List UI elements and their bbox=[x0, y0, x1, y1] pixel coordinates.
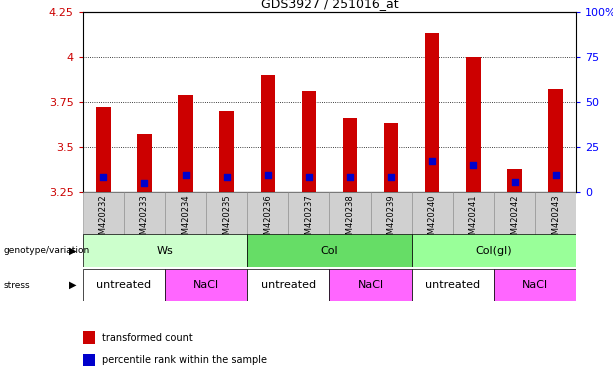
Bar bbox=[247, 234, 412, 267]
Bar bbox=[412, 269, 494, 301]
Bar bbox=[330, 192, 371, 259]
Text: NaCl: NaCl bbox=[193, 280, 219, 290]
Bar bbox=[549, 89, 563, 192]
Point bbox=[99, 174, 109, 180]
Point bbox=[509, 179, 519, 185]
Text: Col: Col bbox=[321, 245, 338, 256]
Bar bbox=[219, 111, 234, 192]
Text: GSM420241: GSM420241 bbox=[469, 195, 478, 245]
Text: genotype/variation: genotype/variation bbox=[3, 246, 89, 255]
Point bbox=[427, 158, 437, 164]
Text: stress: stress bbox=[3, 281, 29, 290]
Text: GSM420237: GSM420237 bbox=[305, 195, 313, 245]
Bar bbox=[343, 118, 357, 192]
Text: percentile rank within the sample: percentile rank within the sample bbox=[102, 355, 267, 365]
Bar bbox=[83, 331, 95, 344]
Text: Ws: Ws bbox=[157, 245, 173, 256]
Bar bbox=[247, 192, 288, 259]
Text: untreated: untreated bbox=[425, 280, 481, 290]
Bar bbox=[83, 234, 247, 267]
Point bbox=[550, 172, 560, 178]
Bar bbox=[371, 192, 412, 259]
Text: ▶: ▶ bbox=[69, 280, 77, 290]
Point bbox=[386, 174, 396, 180]
Text: GSM420232: GSM420232 bbox=[99, 195, 108, 245]
Bar bbox=[206, 192, 247, 259]
Text: GSM420238: GSM420238 bbox=[346, 195, 354, 245]
Bar bbox=[453, 192, 494, 259]
Bar bbox=[384, 123, 398, 192]
Bar bbox=[535, 192, 576, 259]
Bar bbox=[508, 169, 522, 192]
Bar bbox=[425, 33, 440, 192]
Point bbox=[181, 172, 191, 178]
Bar bbox=[165, 269, 247, 301]
Bar bbox=[165, 192, 206, 259]
Point bbox=[263, 172, 273, 178]
Text: GSM420236: GSM420236 bbox=[264, 195, 272, 245]
Bar bbox=[83, 192, 124, 259]
Bar bbox=[466, 56, 481, 192]
Bar bbox=[494, 269, 576, 301]
Bar bbox=[178, 94, 192, 192]
Text: GSM420239: GSM420239 bbox=[387, 195, 395, 245]
Text: untreated: untreated bbox=[96, 280, 151, 290]
Bar bbox=[330, 269, 412, 301]
Text: GSM420234: GSM420234 bbox=[181, 195, 190, 245]
Bar bbox=[83, 354, 95, 366]
Text: ▶: ▶ bbox=[69, 245, 77, 256]
Bar bbox=[261, 74, 275, 192]
Text: GSM420233: GSM420233 bbox=[140, 195, 149, 245]
Text: GSM420240: GSM420240 bbox=[428, 195, 437, 245]
Bar bbox=[494, 192, 535, 259]
Text: NaCl: NaCl bbox=[522, 280, 548, 290]
Bar bbox=[412, 234, 576, 267]
Text: transformed count: transformed count bbox=[102, 333, 193, 343]
Bar bbox=[137, 134, 151, 192]
Bar bbox=[247, 269, 330, 301]
Bar bbox=[412, 192, 453, 259]
Bar bbox=[288, 192, 330, 259]
Text: NaCl: NaCl bbox=[357, 280, 384, 290]
Point bbox=[304, 174, 314, 180]
Text: GSM420242: GSM420242 bbox=[510, 195, 519, 245]
Bar bbox=[96, 107, 110, 192]
Title: GDS3927 / 251016_at: GDS3927 / 251016_at bbox=[261, 0, 398, 10]
Bar bbox=[302, 91, 316, 192]
Point bbox=[468, 162, 478, 168]
Bar bbox=[83, 269, 165, 301]
Text: untreated: untreated bbox=[261, 280, 316, 290]
Text: GSM420243: GSM420243 bbox=[551, 195, 560, 245]
Text: GSM420235: GSM420235 bbox=[222, 195, 231, 245]
Bar bbox=[124, 192, 165, 259]
Text: Col(gl): Col(gl) bbox=[476, 245, 512, 256]
Point bbox=[222, 174, 232, 180]
Point bbox=[345, 174, 355, 180]
Point bbox=[140, 180, 150, 186]
